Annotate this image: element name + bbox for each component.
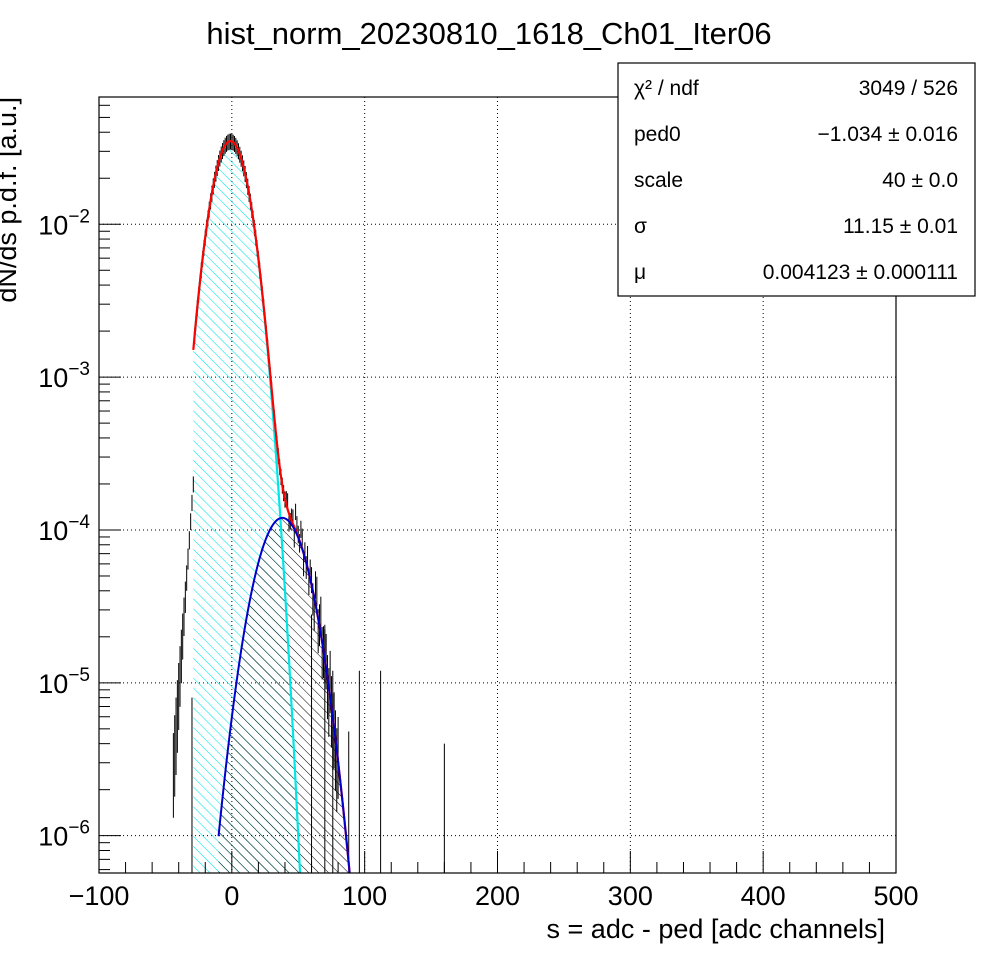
y-tick-base: 10 [38, 669, 68, 699]
y-tick-label: 10−6 [38, 818, 90, 852]
y-tick-base: 10 [38, 516, 68, 546]
y-tick-base: 10 [38, 363, 68, 393]
x-tick-label: 200 [475, 881, 520, 911]
y-tick-label: 10−4 [38, 512, 90, 546]
y-tick-label: 10−2 [38, 206, 90, 240]
y-tick-base: 10 [38, 822, 68, 852]
y-tick-label: 10−3 [38, 359, 90, 393]
y-tick-exponent: −2 [68, 206, 90, 227]
x-tick-label: 400 [741, 881, 786, 911]
stats-label: ped0 [634, 123, 681, 146]
stats-value: −1.034 ± 0.016 [817, 123, 958, 146]
x-tick-label: 300 [608, 881, 653, 911]
y-tick-exponent: −3 [68, 359, 90, 380]
stats-value: 3049 / 526 [859, 77, 958, 100]
stats-box: χ² / ndf 3049 / 526 ped0 −1.034 ± 0.016 scal… [617, 62, 976, 297]
x-tick-label: −100 [69, 881, 130, 911]
x-axis-title: s = adc - ped [adc channels] [547, 914, 885, 944]
x-tick-label: 500 [873, 881, 918, 911]
stats-value: 0.004123 ± 0.000111 [763, 261, 958, 284]
y-tick-exponent: −5 [68, 665, 90, 686]
stats-label: μ [634, 261, 646, 284]
stats-label: χ² / ndf [634, 77, 699, 100]
y-tick-exponent: −6 [68, 818, 90, 839]
signal-component-hatch [218, 517, 350, 873]
y-tick-base: 10 [38, 210, 68, 240]
x-tick-label: 100 [342, 881, 387, 911]
y-tick-exponent: −4 [68, 512, 90, 533]
stats-label: scale [634, 169, 683, 192]
y-tick-label: 10−5 [38, 665, 90, 699]
chart-title: hist_norm_20230810_1618_Ch01_Iter06 [206, 16, 771, 51]
stats-label: σ [634, 215, 647, 238]
plot-area [172, 133, 445, 873]
stats-value: 40 ± 0.0 [882, 169, 958, 192]
x-tick-label: 0 [224, 881, 239, 911]
y-axis-title: dN/ds p.d.f. [a.u.] [0, 97, 22, 303]
stats-value: 11.15 ± 0.01 [843, 215, 958, 238]
signal-component-curve [217, 516, 351, 873]
